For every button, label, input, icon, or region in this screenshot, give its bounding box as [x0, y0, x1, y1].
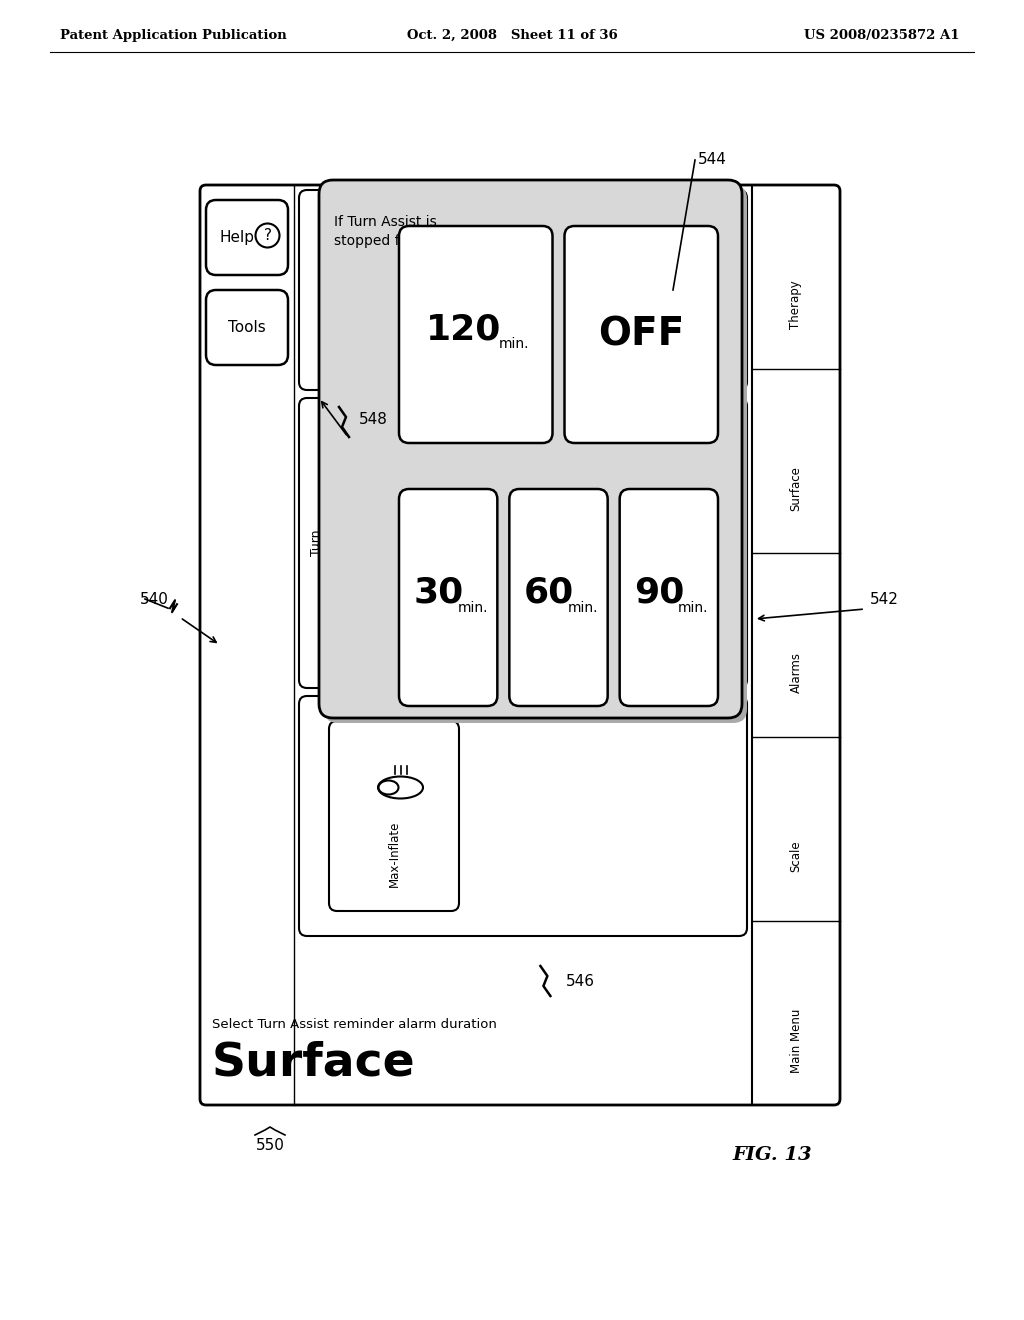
Text: min.: min. [678, 601, 709, 615]
Text: 540: 540 [140, 591, 169, 606]
FancyBboxPatch shape [206, 201, 288, 275]
FancyBboxPatch shape [324, 185, 746, 723]
Text: Tools: Tools [228, 319, 266, 335]
FancyBboxPatch shape [597, 422, 677, 663]
FancyBboxPatch shape [399, 488, 498, 706]
FancyBboxPatch shape [319, 180, 742, 718]
Text: Select Turn Assist reminder alarm duration: Select Turn Assist reminder alarm durati… [212, 1019, 497, 1031]
FancyBboxPatch shape [339, 422, 479, 663]
Text: US 2008/0235872 A1: US 2008/0235872 A1 [805, 29, 961, 41]
Text: OPTI: OPTI [631, 529, 643, 557]
Text: 60: 60 [523, 576, 573, 610]
Circle shape [256, 223, 280, 248]
Text: 544: 544 [698, 153, 727, 168]
FancyBboxPatch shape [588, 215, 678, 366]
Text: Alarms: Alarms [790, 652, 803, 693]
Text: 550: 550 [256, 1138, 285, 1152]
FancyBboxPatch shape [399, 226, 553, 444]
Text: 120: 120 [426, 313, 501, 346]
FancyBboxPatch shape [206, 290, 288, 366]
FancyBboxPatch shape [404, 210, 484, 370]
FancyBboxPatch shape [489, 422, 589, 663]
Text: FIG. 13: FIG. 13 [732, 1146, 812, 1164]
Text: If Turn Assist is
stopped for:: If Turn Assist is stopped for: [334, 215, 437, 248]
Text: min.: min. [458, 601, 488, 615]
Text: Help: Help [220, 230, 255, 246]
Text: OFF: OFF [598, 315, 684, 354]
Text: Surface: Surface [790, 466, 803, 511]
Text: Turn: Turn [310, 529, 324, 556]
Text: Turn Assist: Turn Assist [529, 259, 543, 322]
Text: 542: 542 [870, 591, 899, 606]
Text: Scale: Scale [790, 841, 803, 873]
Text: min.: min. [499, 338, 529, 351]
FancyBboxPatch shape [509, 488, 607, 706]
Text: Max-Inflate: Max-Inflate [387, 821, 400, 887]
Text: OPTI-RE: OPTI-RE [532, 520, 546, 566]
Text: 548: 548 [359, 412, 388, 428]
FancyBboxPatch shape [329, 721, 459, 911]
Text: ?: ? [263, 228, 271, 243]
Text: Patient R: Patient R [413, 577, 426, 630]
Text: Surface: Surface [212, 1040, 416, 1085]
FancyBboxPatch shape [564, 226, 718, 444]
FancyBboxPatch shape [200, 185, 840, 1105]
Text: Oct. 2, 2008   Sheet 11 of 36: Oct. 2, 2008 Sheet 11 of 36 [407, 29, 617, 41]
Text: Therapy: Therapy [790, 280, 803, 329]
Text: Seat Deflate: Seat Deflate [437, 253, 451, 327]
Text: min.: min. [568, 601, 598, 615]
FancyBboxPatch shape [299, 399, 746, 688]
FancyBboxPatch shape [299, 190, 746, 389]
Text: RemindMe: RemindMe [602, 284, 664, 297]
Text: 30: 30 [414, 576, 464, 610]
Text: 546: 546 [565, 974, 594, 989]
FancyBboxPatch shape [620, 488, 718, 706]
FancyBboxPatch shape [299, 696, 746, 936]
Text: Patent Application Publication: Patent Application Publication [60, 29, 287, 41]
Text: 90: 90 [634, 576, 684, 610]
FancyBboxPatch shape [496, 210, 575, 370]
Text: Main Menu: Main Menu [790, 1008, 803, 1073]
